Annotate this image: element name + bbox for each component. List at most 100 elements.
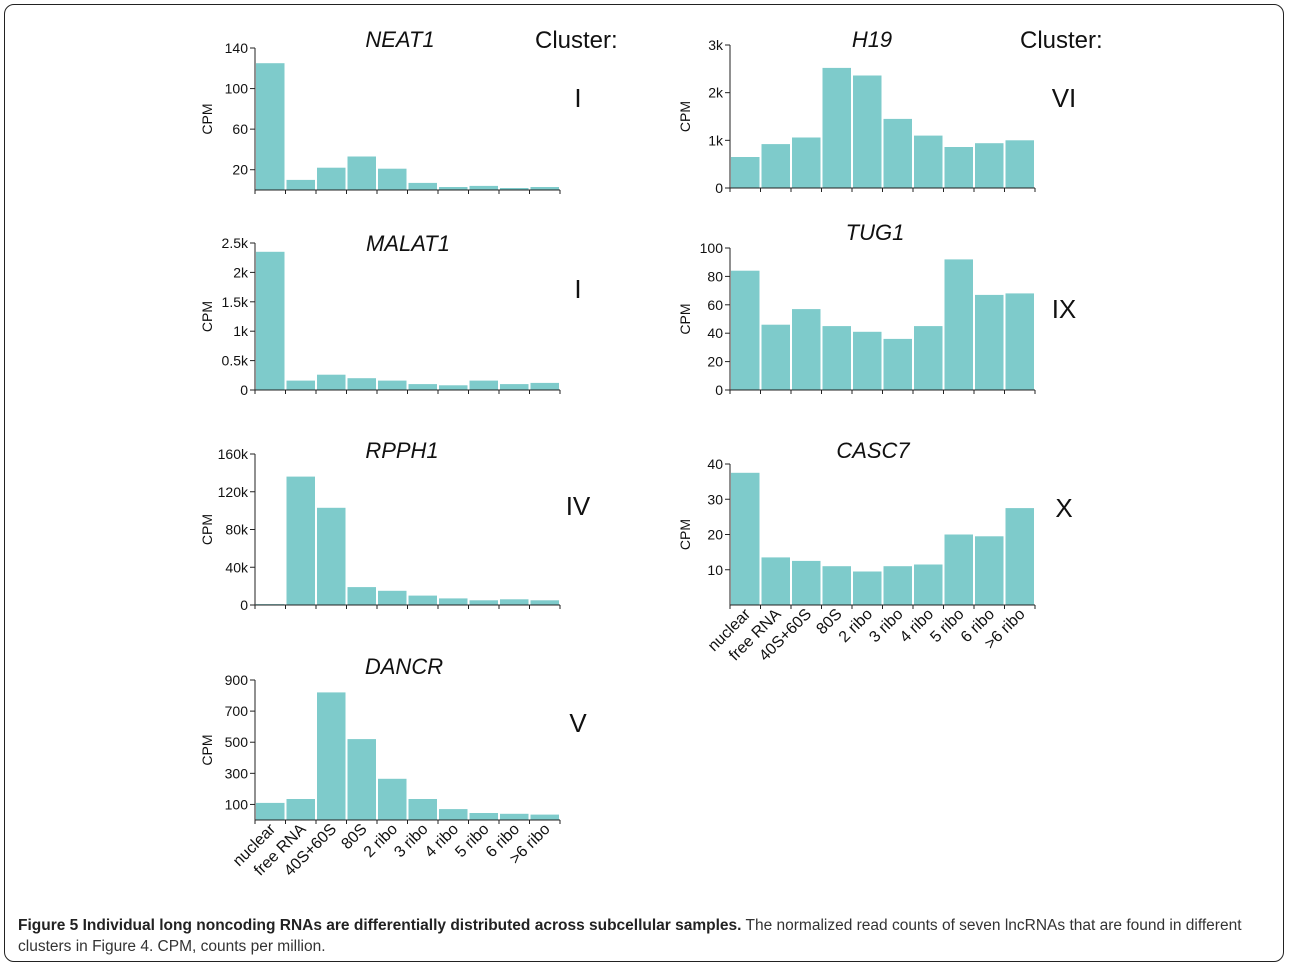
- h19-y-tick-label: 3k: [708, 37, 724, 53]
- dancr-bar-3: [317, 692, 346, 820]
- neat1-bar-5: [378, 168, 407, 190]
- casc7-bar-4: [822, 566, 851, 605]
- malat1-bar-7: [439, 385, 468, 390]
- neat1-y-tick-label: 20: [232, 162, 248, 178]
- dancr-x-tick-label: 3 ribo: [391, 821, 431, 861]
- neat1-cluster-label: I: [574, 83, 581, 113]
- tug1-bar-3: [792, 309, 821, 390]
- tug1-bar-8: [944, 259, 973, 390]
- tug1-bar-2: [761, 324, 790, 390]
- neat1-y-tick-label: 60: [232, 121, 248, 137]
- tug1-title: TUG1: [846, 220, 905, 245]
- malat1-bar-1: [256, 251, 285, 390]
- caption-lead: Figure 5 Individual long noncoding RNAs …: [18, 917, 742, 934]
- malat1-title: MALAT1: [366, 231, 450, 256]
- dancr-bar-8: [469, 813, 498, 820]
- neat1-y-axis-label: CPM: [199, 103, 215, 134]
- dancr-y-tick-label: 500: [225, 734, 249, 750]
- tug1-y-tick-label: 80: [707, 268, 723, 284]
- casc7-bar-9: [975, 536, 1004, 605]
- casc7-y-axis-label: CPM: [677, 519, 693, 550]
- rpph1-cluster-label: IV: [566, 491, 591, 521]
- rpph1-bar-9: [500, 599, 529, 605]
- neat1-bar-10: [530, 187, 559, 190]
- casc7-bar-7: [914, 564, 943, 605]
- rpph1-bar-3: [317, 507, 346, 605]
- casc7-x-tick-label: 2 ribo: [836, 606, 876, 646]
- h19-bar-1: [731, 157, 760, 188]
- casc7-bar-2: [761, 557, 790, 605]
- casc7-bar-8: [944, 534, 973, 605]
- tug1-bar-7: [914, 326, 943, 390]
- dancr-x-tick-label: 2 ribo: [361, 821, 401, 861]
- rpph1-y-tick-label: 160k: [218, 446, 249, 462]
- h19-bar-2: [761, 144, 790, 188]
- casc7-y-tick-label: 30: [707, 491, 723, 507]
- casc7-bar-10: [1005, 508, 1034, 605]
- tug1-y-tick-label: 100: [700, 240, 724, 256]
- malat1-y-tick-label: 1k: [233, 323, 249, 339]
- malat1-y-tick-label: 0.5k: [222, 353, 249, 369]
- casc7-y-tick-label: 20: [707, 527, 723, 543]
- malat1-bar-8: [469, 380, 498, 390]
- tug1-bar-5: [853, 331, 882, 390]
- neat1-y-tick-label: 100: [225, 81, 249, 97]
- h19-bar-4: [822, 67, 851, 188]
- casc7-y-tick-label: 10: [707, 562, 723, 578]
- neat1-bar-6: [408, 182, 437, 190]
- dancr-bar-6: [408, 799, 437, 820]
- h19-bar-9: [975, 143, 1004, 188]
- dancr-bar-10: [530, 814, 559, 820]
- dancr-x-tick-label: 5 ribo: [452, 821, 492, 861]
- dancr-bar-9: [500, 813, 529, 820]
- malat1-y-tick-label: 2.5k: [222, 235, 249, 251]
- rpph1-y-tick-label: 80k: [225, 522, 249, 538]
- tug1-y-tick-label: 20: [707, 354, 723, 370]
- figure-frame: [4, 4, 1284, 962]
- tug1-y-axis-label: CPM: [677, 303, 693, 334]
- dancr-bar-7: [439, 809, 468, 820]
- dancr-bar-4: [347, 739, 376, 820]
- neat1-bar-2: [286, 179, 315, 190]
- tug1-y-tick-label: 0: [715, 382, 723, 398]
- h19-bar-5: [853, 75, 882, 188]
- rpph1-title: RPPH1: [365, 438, 438, 463]
- tug1-bar-10: [1005, 293, 1034, 390]
- rpph1-bar-10: [530, 600, 559, 605]
- tug1-y-tick-label: 40: [707, 325, 723, 341]
- h19-y-tick-label: 0: [715, 180, 723, 196]
- malat1-bar-4: [347, 378, 376, 390]
- casc7-x-tick-label: 3 ribo: [866, 606, 906, 646]
- neat1-bar-9: [500, 188, 529, 190]
- neat1-title: NEAT1: [365, 27, 434, 52]
- casc7-x-tick-label: 5 ribo: [927, 606, 967, 646]
- malat1-cluster-label: I: [574, 274, 581, 304]
- h19-bar-6: [883, 118, 912, 188]
- casc7-y-tick-label: 40: [707, 456, 723, 472]
- rpph1-bar-5: [378, 590, 407, 605]
- h19-y-tick-label: 2k: [708, 85, 724, 101]
- dancr-bar-1: [256, 802, 285, 820]
- dancr-title: DANCR: [365, 654, 443, 679]
- h19-title: H19: [852, 27, 892, 52]
- rpph1-bar-2: [286, 476, 315, 605]
- h19-bar-8: [944, 147, 973, 188]
- rpph1-y-axis-label: CPM: [199, 514, 215, 545]
- h19-cluster-label: VI: [1052, 83, 1077, 113]
- dancr-y-tick-label: 700: [225, 703, 249, 719]
- neat1-y-tick-label: 140: [225, 40, 249, 56]
- malat1-y-tick-label: 1.5k: [222, 294, 249, 310]
- malat1-y-axis-label: CPM: [199, 301, 215, 332]
- cluster-header-right: Cluster:: [1020, 27, 1103, 54]
- rpph1-bar-4: [347, 587, 376, 605]
- malat1-bar-2: [286, 380, 315, 390]
- neat1-bar-8: [469, 185, 498, 190]
- tug1-bar-6: [883, 338, 912, 390]
- rpph1-y-tick-label: 40k: [225, 559, 249, 575]
- casc7-bar-5: [853, 571, 882, 605]
- dancr-y-tick-label: 300: [225, 765, 249, 781]
- rpph1-bar-7: [439, 598, 468, 605]
- dancr-y-tick-label: 100: [225, 796, 249, 812]
- malat1-y-tick-label: 0: [240, 382, 248, 398]
- malat1-bar-5: [378, 380, 407, 390]
